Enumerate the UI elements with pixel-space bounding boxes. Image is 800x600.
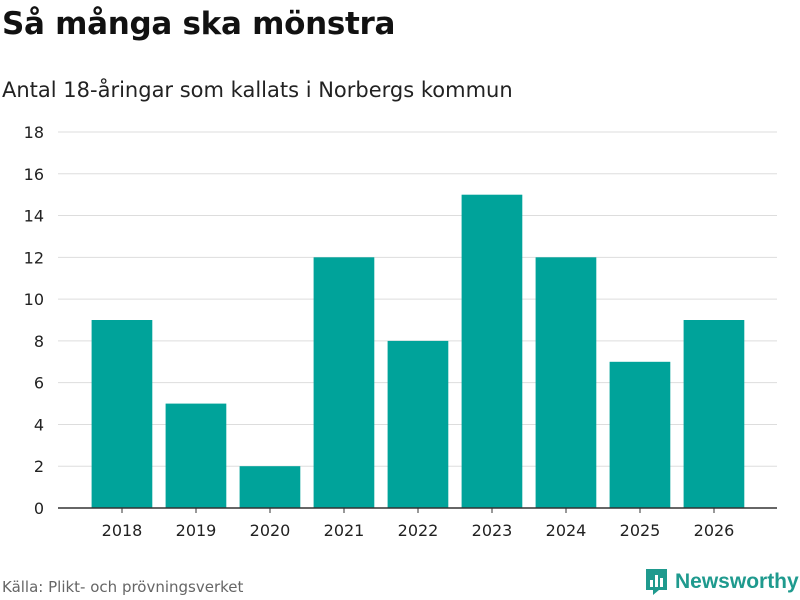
y-tick-label-0: 0 — [34, 499, 44, 518]
x-tick-label-2026: 2026 — [694, 521, 735, 540]
x-tick-label-2018: 2018 — [102, 521, 143, 540]
x-tick-label-2024: 2024 — [546, 521, 587, 540]
bar-2024 — [535, 257, 597, 508]
bar-2020 — [239, 466, 301, 508]
y-tick-label-10: 10 — [24, 290, 44, 309]
bar-2019 — [165, 403, 227, 508]
bar-2021 — [313, 257, 375, 508]
x-tick-label-2019: 2019 — [176, 521, 217, 540]
brand-logo: Newsworthy — [644, 567, 799, 597]
y-tick-label-14: 14 — [24, 207, 44, 226]
x-tick-label-2025: 2025 — [620, 521, 661, 540]
bar-2023 — [461, 194, 523, 508]
chart-subtitle: Antal 18-åringar som kallats i Norbergs … — [2, 78, 513, 102]
y-tick-label-18: 18 — [24, 123, 44, 142]
x-tick-label-2022: 2022 — [398, 521, 439, 540]
y-tick-label-2: 2 — [34, 457, 44, 476]
bar-2022 — [387, 340, 449, 508]
x-tick-label-2023: 2023 — [472, 521, 513, 540]
brand-name: Newsworthy — [675, 570, 799, 593]
bar-2026 — [683, 320, 745, 508]
newsworthy-logo-icon — [646, 569, 667, 595]
y-tick-label-4: 4 — [34, 415, 44, 434]
x-tick-label-2021: 2021 — [324, 521, 365, 540]
bar-2025 — [609, 361, 671, 508]
y-tick-label-6: 6 — [34, 374, 44, 393]
bar-2018 — [91, 320, 153, 508]
bar-chart: 0 2 4 6 8 10 12 14 16 18 2018 2019 2020 2021 2022 2023 2… — [24, 123, 777, 540]
x-tick-label-2020: 2020 — [250, 521, 291, 540]
y-tick-label-16: 16 — [24, 165, 44, 184]
y-tick-label-8: 8 — [34, 332, 44, 351]
source-note: Källa: Plikt- och prövningsverket — [2, 578, 244, 596]
chart-title: Så många ska mönstra — [2, 6, 396, 42]
y-tick-label-12: 12 — [24, 248, 44, 267]
